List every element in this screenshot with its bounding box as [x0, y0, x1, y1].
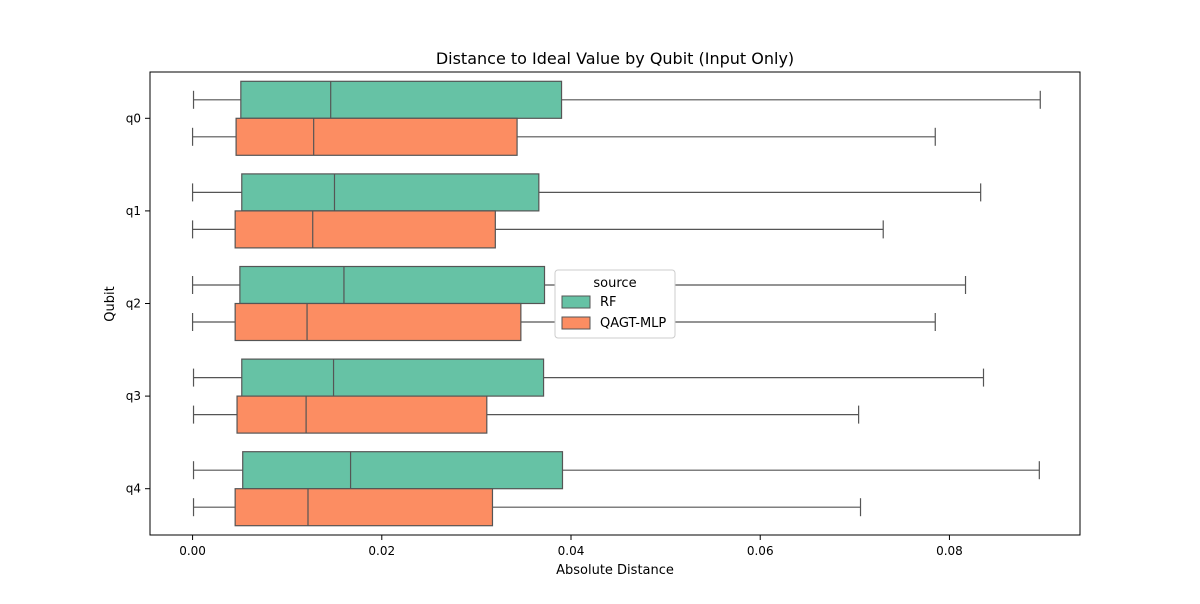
box-iqr [235, 117, 518, 156]
x-axis: 0.00 0.02 0.04 0.06 0.08 [179, 535, 963, 558]
x-tick-label: 0.04 [558, 544, 585, 558]
box-iqr [236, 395, 488, 434]
box-iqr [240, 80, 563, 119]
box-q1-rf [191, 173, 982, 212]
legend-title: source [593, 276, 636, 291]
x-tick-label: 0.02 [368, 544, 395, 558]
y-axis: q0 q1 q2 q3 q4 [126, 111, 150, 496]
box-q0-rf [192, 80, 1041, 119]
box-iqr [239, 265, 546, 305]
y-tick-label: q3 [126, 389, 141, 403]
x-tick-label: 0.00 [179, 544, 206, 558]
legend: source RF QAGT-MLP [554, 269, 676, 339]
box-q2-qagt-mlp [191, 302, 936, 342]
box-iqr [234, 488, 494, 527]
legend-label-qagt-mlp: QAGT-MLP [600, 316, 666, 331]
box-q1-qagt-mlp [191, 210, 884, 249]
x-tick-label: 0.08 [936, 544, 963, 558]
legend-swatch-qagt-mlp [561, 316, 591, 330]
legend-label-rf: RF [600, 295, 617, 310]
y-tick-label: q4 [126, 482, 141, 496]
x-axis-label: Absolute Distance [556, 563, 674, 578]
box-q3-rf [192, 358, 985, 397]
y-axis-label: Qubit [103, 286, 118, 321]
box-iqr [241, 358, 545, 397]
box-iqr [242, 451, 564, 490]
y-tick-label: q1 [126, 204, 141, 218]
y-tick-label: q0 [126, 111, 141, 125]
box-iqr [241, 173, 540, 212]
boxes-layer [191, 80, 1041, 527]
box-q2-rf [191, 265, 967, 305]
box-iqr [234, 210, 496, 249]
box-q4-rf [192, 451, 1040, 490]
legend-swatch-rf [561, 295, 591, 309]
x-tick-label: 0.06 [747, 544, 774, 558]
box-iqr [234, 302, 522, 342]
box-q3-qagt-mlp [192, 395, 860, 434]
box-q0-qagt-mlp [191, 117, 936, 156]
chart-title: Distance to Ideal Value by Qubit (Input … [436, 49, 794, 68]
y-tick-label: q2 [126, 297, 141, 311]
box-q4-qagt-mlp [192, 488, 862, 527]
